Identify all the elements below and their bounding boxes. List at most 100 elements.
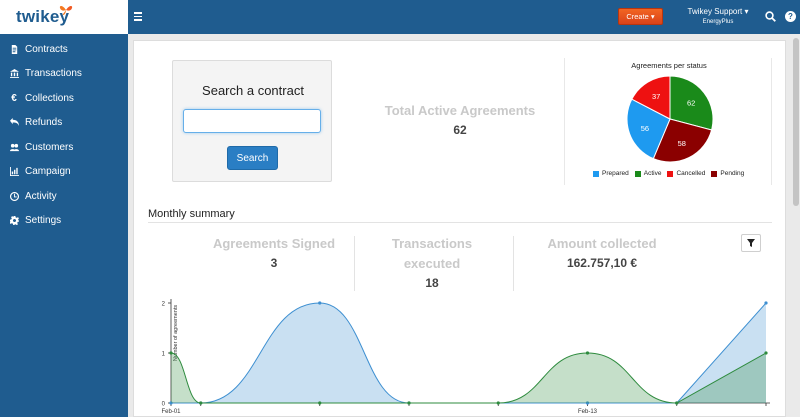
data-point[interactable] — [764, 351, 768, 355]
pie-slice-label: 56 — [641, 124, 649, 133]
section-title: Monthly summary — [148, 208, 235, 220]
y-tick-label: 0 — [162, 402, 166, 408]
y-tick-label: 1 — [162, 352, 166, 358]
y-axis-label: Number of agreements — [173, 305, 179, 361]
series-area-1 — [171, 353, 766, 403]
search-input[interactable] — [183, 109, 321, 133]
users-icon — [9, 142, 19, 152]
legend-label: Cancelled — [676, 170, 706, 177]
series-line-1 — [170, 352, 767, 404]
user-name: Twikey Support ▾ — [687, 7, 749, 16]
user-company: EnergyPlus — [702, 19, 734, 25]
search-contract-card: Search a contract Search — [172, 60, 332, 182]
data-point[interactable] — [318, 401, 322, 405]
legend-item-prepared[interactable]: Prepared — [593, 170, 629, 177]
sidebar-nav: Contracts Transactions € Collections Ref… — [0, 34, 128, 233]
series-area-0 — [171, 303, 766, 403]
scrollbar[interactable] — [792, 34, 800, 417]
pie-slice-pending — [652, 118, 713, 163]
stat-label: Amount collected — [547, 236, 657, 251]
sidebar-item-label: Customers — [25, 141, 74, 153]
legend-label: Prepared — [602, 170, 629, 177]
x-tick-label: Feb-13 — [578, 409, 598, 415]
data-point[interactable] — [496, 401, 500, 405]
legend-swatch — [593, 170, 599, 177]
divider — [513, 236, 514, 291]
data-point[interactable] — [169, 351, 173, 355]
sidebar: twikey Contracts Transactions € Collecti… — [0, 0, 128, 417]
stat-label: Agreements Signed — [212, 236, 336, 251]
pie-slice-label: 58 — [678, 139, 686, 148]
amount-collected-stat: Amount collected 162.757,10 € — [522, 234, 682, 272]
pie-slice-label: 37 — [652, 92, 660, 101]
data-point[interactable] — [764, 301, 768, 305]
search-icon[interactable] — [765, 11, 776, 22]
sidebar-item-label: Contracts — [25, 43, 68, 55]
y-tick-label: 2 — [162, 302, 166, 308]
dashboard-panel: Search a contract Search Total Active Ag… — [133, 40, 786, 417]
main-content: Search a contract Search Total Active Ag… — [128, 34, 800, 417]
user-menu[interactable]: Twikey Support ▾ EnergyPlus — [678, 6, 758, 27]
status-pie-chart: 62 58 56 37 — [626, 75, 714, 163]
sidebar-item-campaign[interactable]: Campaign — [0, 160, 128, 185]
status-pie-card: Agreements per status 62 58 56 37 Prepared A… — [564, 58, 772, 185]
stat-label: Total Active Agreements — [384, 103, 536, 118]
sidebar-item-customers[interactable]: Customers — [0, 135, 128, 160]
divider — [148, 222, 772, 223]
topbar: Create ▾ Twikey Support ▾ EnergyPlus ? — [128, 0, 800, 34]
filter-button[interactable] — [741, 234, 761, 252]
search-button[interactable]: Search — [227, 146, 278, 170]
pie-slice-prepared — [626, 98, 671, 160]
sidebar-item-collections[interactable]: € Collections — [0, 86, 128, 111]
sidebar-item-refunds[interactable]: Refunds — [0, 111, 128, 136]
create-button[interactable]: Create ▾ — [618, 8, 663, 25]
sidebar-item-label: Settings — [25, 215, 62, 227]
pie-slice-active — [669, 75, 714, 131]
sidebar-item-label: Transactions — [25, 68, 82, 80]
sidebar-item-settings[interactable]: Settings — [0, 209, 128, 234]
bar-chart-icon — [9, 167, 19, 177]
legend-swatch — [711, 170, 718, 177]
sidebar-item-transactions[interactable]: Transactions — [0, 62, 128, 87]
sidebar-item-label: Collections — [25, 92, 74, 104]
pie-legend: Prepared Active Cancelled Pending — [593, 170, 750, 177]
data-point[interactable] — [199, 401, 203, 405]
scroll-thumb[interactable] — [793, 38, 799, 206]
data-point[interactable] — [675, 401, 679, 405]
brand-name: twikey — [16, 7, 70, 26]
euro-icon: € — [11, 92, 17, 104]
legend-item-pending[interactable]: Pending — [711, 170, 744, 177]
stat-value: 3 — [270, 256, 278, 270]
legend-item-active[interactable]: Active — [634, 170, 661, 177]
clock-icon — [9, 191, 19, 201]
legend-swatch — [667, 170, 674, 177]
document-icon — [9, 44, 19, 54]
data-point[interactable] — [585, 351, 590, 355]
sidebar-item-label: Campaign — [25, 166, 71, 178]
sidebar-item-label: Activity — [25, 190, 57, 202]
sidebar-item-activity[interactable]: Activity — [0, 184, 128, 209]
sidebar-item-contracts[interactable]: Contracts — [0, 37, 128, 62]
monthly-agreements-chart: 0 1 2 Number of agreements Feb-01 Feb-13 — [161, 299, 770, 415]
stat-label: Transactions executed — [391, 236, 473, 271]
help-icon[interactable]: ? — [785, 11, 796, 22]
data-point[interactable] — [318, 301, 322, 305]
filter-icon — [747, 239, 755, 247]
butterfly-logo-icon — [59, 5, 73, 15]
legend-label: Pending — [720, 170, 745, 177]
legend-item-cancelled[interactable]: Cancelled — [667, 170, 705, 177]
data-point[interactable] — [407, 401, 411, 405]
agreements-signed-stat: Agreements Signed 3 — [196, 234, 352, 272]
data-point[interactable] — [585, 401, 590, 405]
menu-toggle-icon[interactable] — [134, 12, 142, 21]
divider — [354, 236, 355, 291]
pie-title: Agreements per status — [631, 61, 707, 70]
logo[interactable]: twikey — [0, 0, 128, 34]
undo-icon — [9, 118, 19, 128]
total-active-stat: Total Active Agreements 62 — [370, 101, 550, 139]
data-point[interactable] — [169, 401, 173, 405]
bank-icon — [9, 69, 19, 79]
stat-value: 18 — [425, 276, 439, 290]
gear-icon — [9, 216, 19, 226]
